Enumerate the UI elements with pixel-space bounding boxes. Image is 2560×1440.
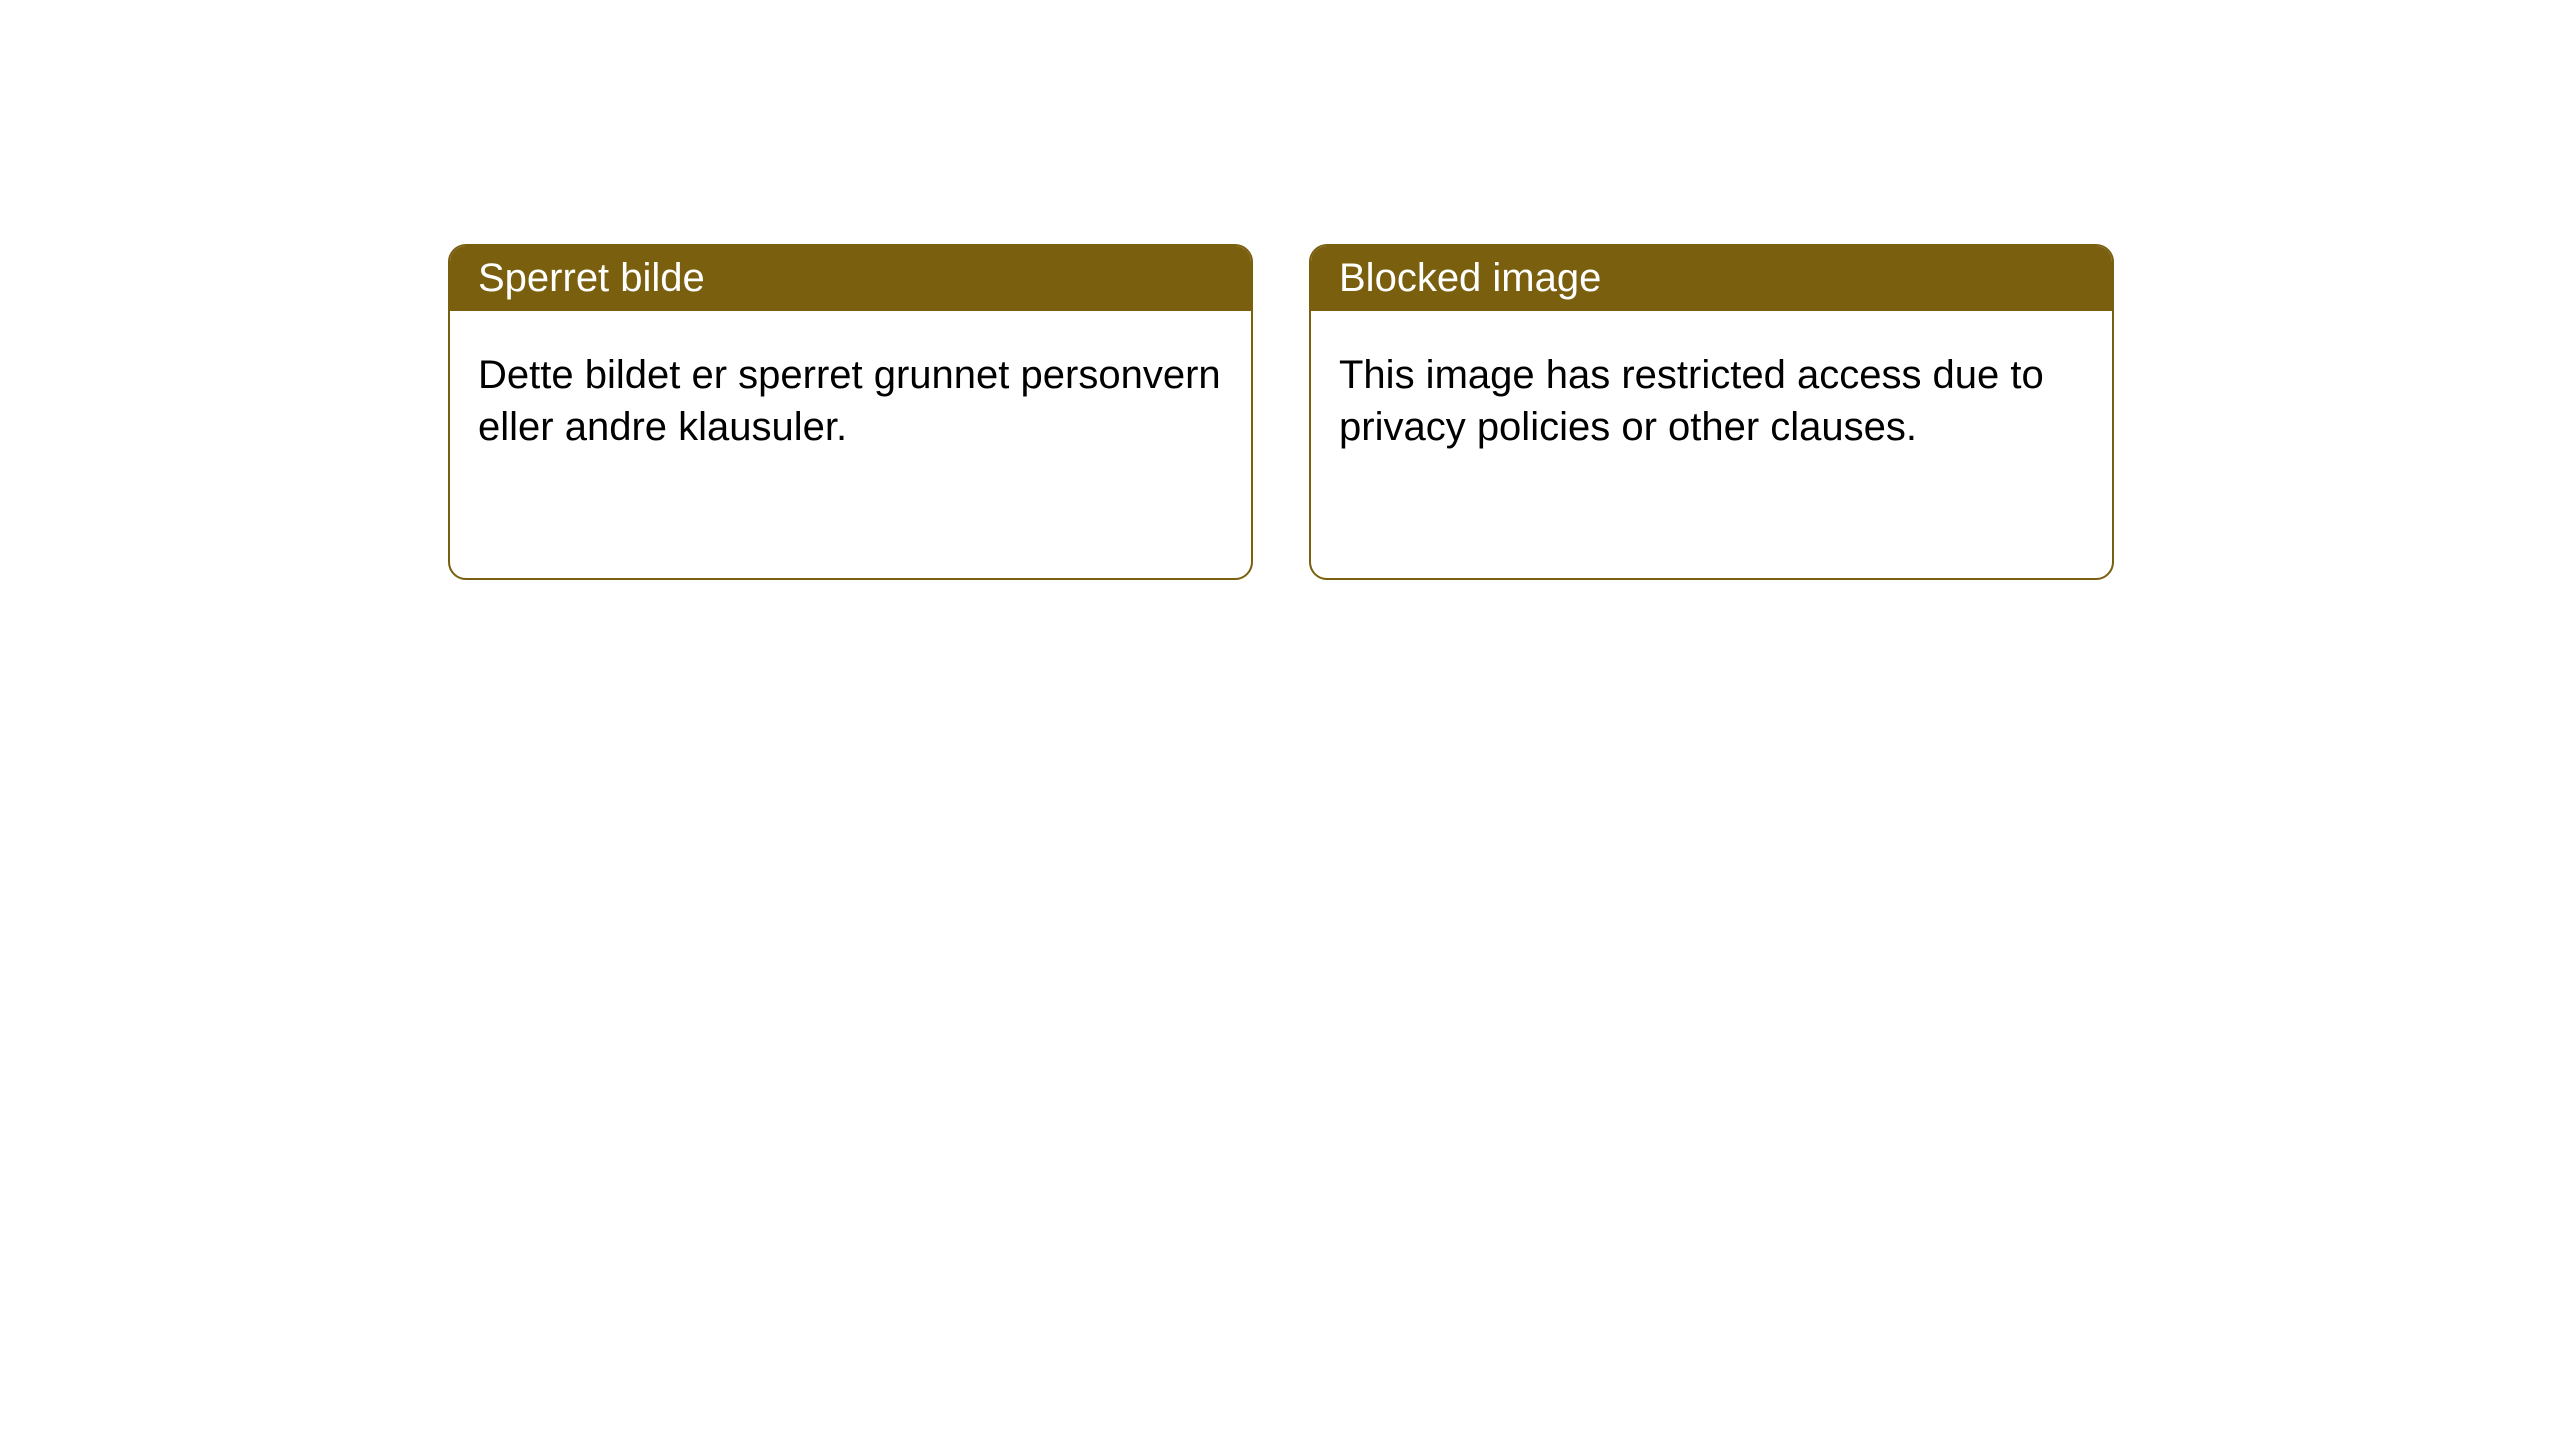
notice-card-english: Blocked image This image has restricted … — [1309, 244, 2114, 580]
card-body: This image has restricted access due to … — [1311, 311, 2112, 491]
card-body: Dette bildet er sperret grunnet personve… — [450, 311, 1251, 491]
card-header: Sperret bilde — [450, 246, 1251, 311]
card-title: Sperret bilde — [478, 256, 705, 300]
card-body-text: This image has restricted access due to … — [1339, 353, 2044, 449]
card-title: Blocked image — [1339, 256, 1601, 300]
notice-cards-container: Sperret bilde Dette bildet er sperret gr… — [0, 0, 2560, 580]
card-header: Blocked image — [1311, 246, 2112, 311]
card-body-text: Dette bildet er sperret grunnet personve… — [478, 353, 1221, 449]
notice-card-norwegian: Sperret bilde Dette bildet er sperret gr… — [448, 244, 1253, 580]
